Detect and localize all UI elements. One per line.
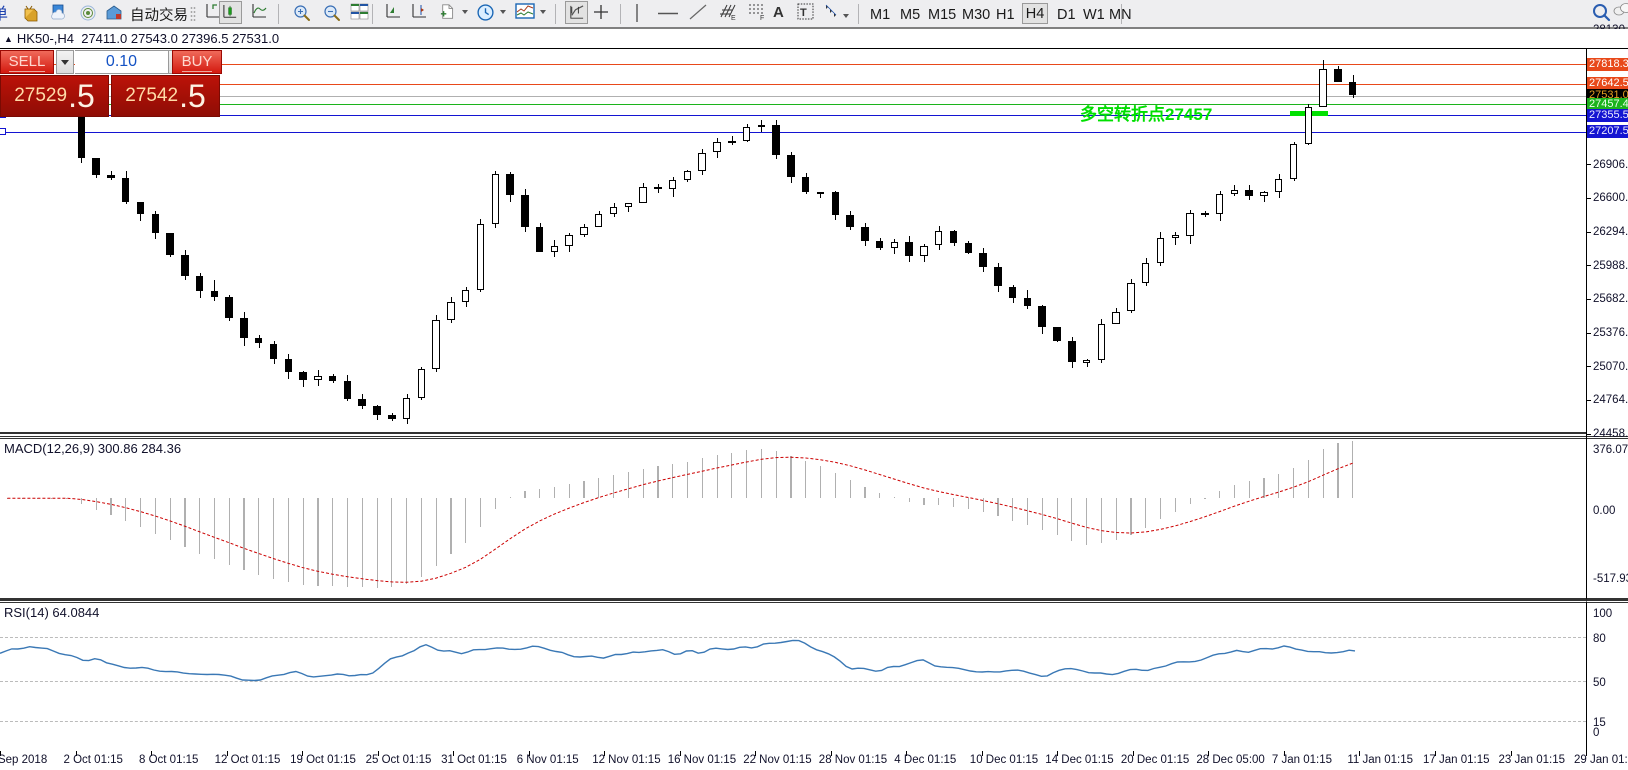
svg-text:E: E [731, 15, 736, 21]
svg-text:A: A [773, 4, 784, 19]
svg-text:F: F [760, 15, 764, 21]
svg-text:T: T [800, 7, 807, 19]
svg-text:单: 单 [0, 5, 8, 23]
